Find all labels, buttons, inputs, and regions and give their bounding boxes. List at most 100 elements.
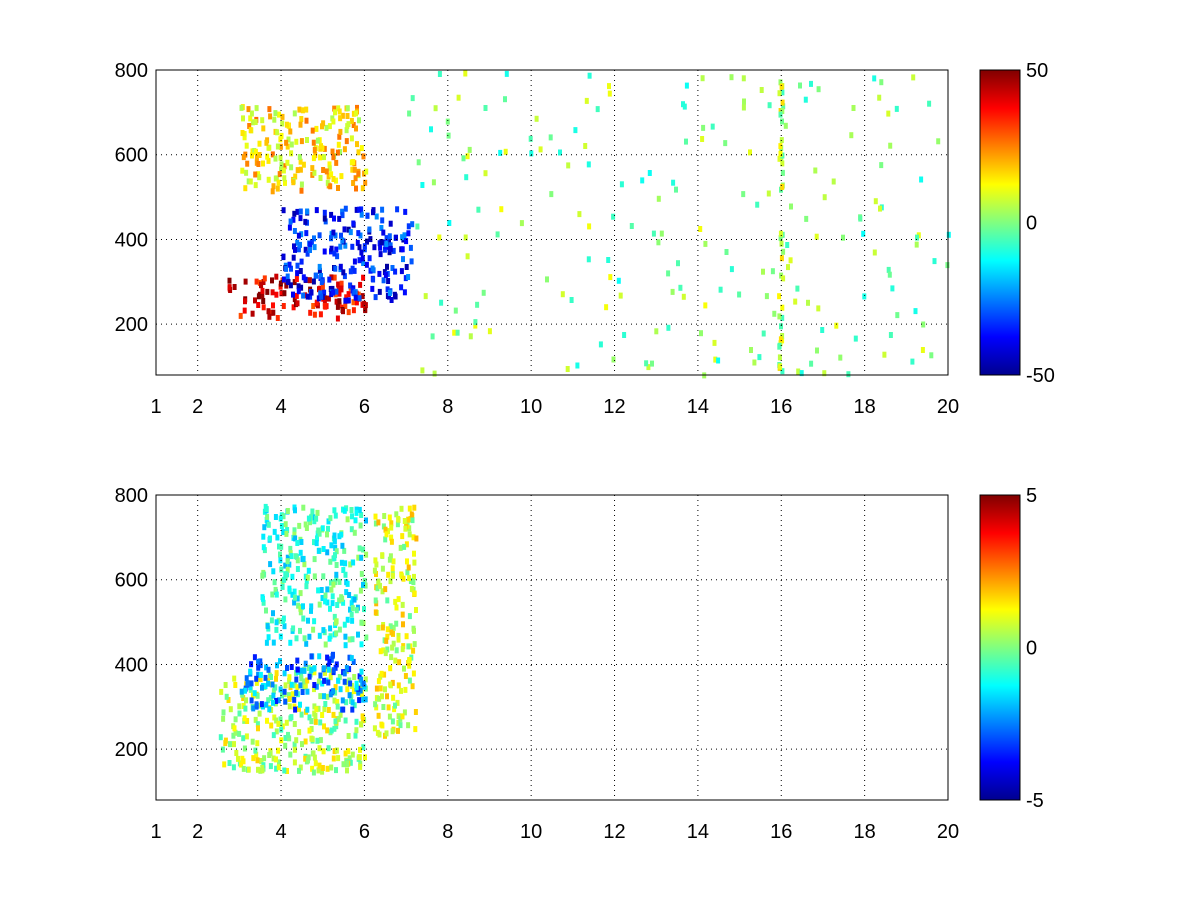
heatmap-cell — [349, 600, 354, 607]
heatmap-cell — [390, 572, 395, 579]
heatmap-cell — [483, 105, 488, 111]
heatmap-cell — [345, 516, 350, 523]
heatmap-cell — [282, 767, 287, 774]
heatmap-cell — [260, 287, 265, 294]
heatmap-cell — [287, 678, 292, 684]
heatmap-cell — [317, 232, 322, 239]
heatmap-cell — [372, 244, 377, 251]
heatmap-cell — [356, 149, 361, 156]
heatmap-cell — [403, 208, 408, 215]
heatmap-cell — [280, 723, 285, 730]
heatmap-cell — [274, 670, 279, 677]
heatmap-cell — [346, 733, 351, 739]
heatmap-cell — [328, 286, 333, 292]
heatmap-cell — [712, 339, 717, 346]
heatmap-cell — [248, 178, 253, 185]
heatmap-cell — [333, 232, 338, 239]
heatmap-cell — [322, 677, 327, 684]
heatmap-cell — [283, 521, 288, 528]
heatmap-cell — [326, 295, 331, 302]
heatmap-cell — [300, 689, 305, 695]
heatmap-cell — [331, 289, 336, 296]
heatmap-cell — [404, 264, 409, 270]
heatmap-cell — [404, 633, 409, 640]
heatmap-cell — [558, 149, 562, 156]
heatmap-cell — [321, 665, 326, 672]
heatmap-cell — [282, 290, 287, 297]
heatmap-cell — [356, 230, 361, 237]
heatmap-cell — [383, 272, 388, 278]
heatmap-cell — [325, 727, 330, 734]
heatmap-cell — [322, 215, 327, 222]
heatmap-cell — [343, 571, 348, 578]
heatmap-cell — [285, 159, 290, 166]
heatmap-cell — [388, 665, 393, 672]
heatmap-cell — [446, 132, 451, 139]
heatmap-cell — [271, 688, 276, 695]
heatmap-cell — [305, 757, 310, 764]
heatmap-cell — [394, 647, 399, 654]
heatmap-cell — [380, 624, 385, 631]
heatmap-cell — [363, 696, 368, 703]
heatmap-cell — [347, 666, 352, 673]
heatmap-cell — [413, 709, 418, 715]
heatmap-cell — [495, 231, 500, 238]
heatmap-cell — [453, 307, 458, 314]
heatmap-cell — [407, 531, 412, 538]
heatmap-cell — [339, 173, 344, 180]
heatmap-cell — [388, 553, 393, 560]
heatmap-cell — [380, 217, 385, 224]
heatmap-cell — [330, 653, 335, 660]
heatmap-cell — [607, 90, 612, 97]
heatmap-cell — [361, 620, 366, 626]
heatmap-cell — [393, 598, 398, 605]
heatmap-cell — [273, 514, 278, 520]
heatmap-cell — [400, 246, 405, 253]
heatmap-cell — [232, 284, 237, 290]
heatmap-cell — [357, 506, 362, 513]
heatmap-cell — [682, 103, 687, 110]
heatmap-cell — [271, 732, 276, 739]
heatmap-cell — [346, 291, 351, 298]
heatmap-cell — [798, 82, 802, 89]
heatmap-cell — [339, 559, 344, 566]
heatmap-cell — [302, 561, 307, 568]
heatmap-cell — [919, 176, 924, 183]
heatmap-cell — [534, 115, 539, 122]
heatmap-cell — [780, 89, 785, 96]
heatmap-cell — [247, 123, 252, 129]
heatmap-cell — [337, 626, 342, 633]
heatmap-cell — [678, 284, 683, 291]
heatmap-cell — [339, 285, 344, 292]
heatmap-cell — [322, 154, 326, 161]
heatmap-cell — [373, 609, 378, 616]
heatmap-cell — [345, 767, 349, 774]
heatmap-cell — [332, 507, 337, 514]
heatmap-cell — [383, 536, 388, 543]
heatmap-cell — [339, 594, 344, 601]
heatmap-cell — [268, 113, 273, 120]
heatmap-cell — [343, 633, 348, 640]
heatmap-cell — [316, 587, 321, 594]
heatmap-cell — [816, 86, 821, 93]
heatmap-cell — [285, 768, 289, 774]
heatmap-cell — [227, 284, 232, 291]
heatmap-cell — [337, 298, 342, 305]
heatmap-cell — [331, 581, 336, 588]
heatmap-cell — [301, 292, 306, 299]
heatmap-cell — [256, 664, 261, 671]
heatmap-cell — [379, 721, 384, 728]
heatmap-cell — [344, 138, 349, 145]
heatmap-cell — [322, 723, 326, 730]
heatmap-cell — [292, 279, 297, 286]
heatmap-cell — [816, 305, 821, 312]
heatmap-cell — [278, 658, 282, 665]
heatmap-cell — [464, 174, 469, 181]
heatmap-cell — [372, 567, 377, 574]
heatmap-cell — [608, 274, 613, 281]
heatmap-cell — [362, 300, 367, 307]
x-tick-label: 6 — [359, 396, 370, 418]
heatmap-cell — [894, 105, 899, 112]
heatmap-cell — [334, 246, 339, 253]
heatmap-cell — [282, 670, 287, 677]
